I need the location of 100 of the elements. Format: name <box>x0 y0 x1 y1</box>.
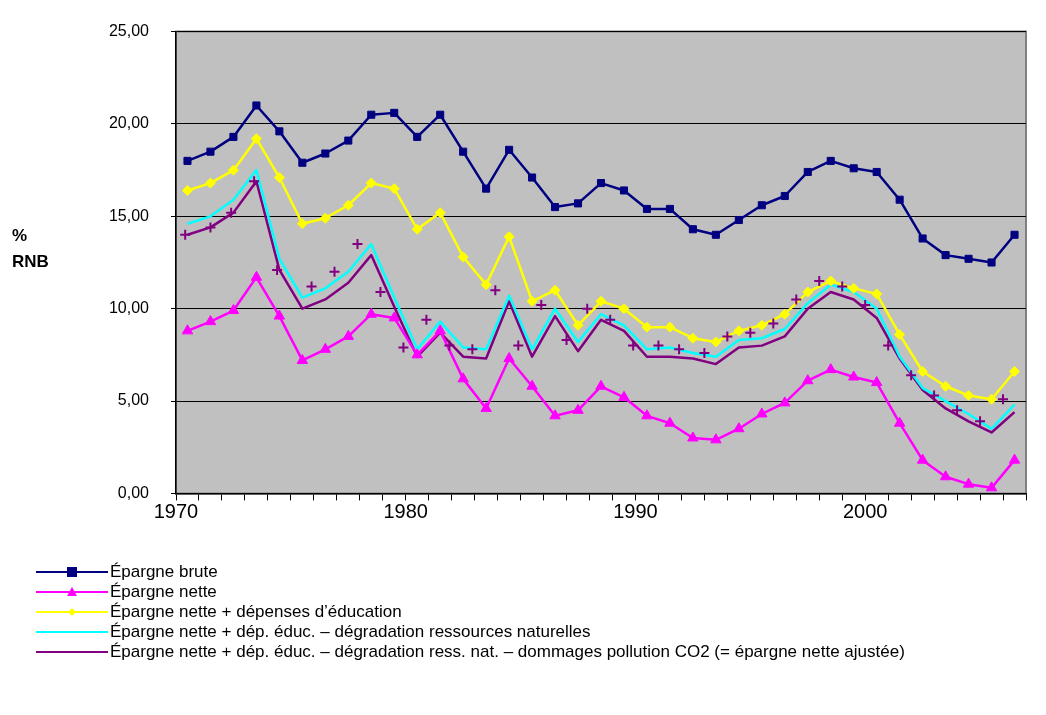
y-tick-label: 25,00 <box>108 22 150 40</box>
point <box>229 132 238 141</box>
point <box>652 339 665 352</box>
point <box>183 156 192 165</box>
point <box>489 284 502 297</box>
point <box>756 319 768 331</box>
point <box>296 353 309 364</box>
point <box>779 396 791 407</box>
point <box>549 409 561 420</box>
point <box>1009 365 1021 377</box>
x-tick-label: 1990 <box>613 499 658 522</box>
point <box>836 280 849 293</box>
point <box>250 270 263 281</box>
point <box>664 321 676 333</box>
legend-label: Épargne brute <box>110 562 219 582</box>
point <box>962 477 975 488</box>
legend-label: Épargne nette + dép. éduc. – dégradation ress. nat. – dommages pollution CO2 (= épargne nette ajustée) <box>110 642 906 662</box>
point <box>825 363 837 374</box>
point <box>436 110 445 119</box>
point <box>227 164 239 176</box>
point <box>893 416 906 427</box>
point <box>365 177 377 189</box>
point <box>526 379 538 390</box>
point <box>849 164 858 173</box>
point <box>528 173 537 182</box>
point <box>803 167 812 177</box>
point <box>459 147 468 156</box>
y-tick-label: 5,00 <box>117 391 150 409</box>
point <box>641 321 653 333</box>
y-tick-label: 20,00 <box>108 114 150 132</box>
point <box>296 218 308 230</box>
point <box>963 390 975 401</box>
point <box>505 145 514 154</box>
point <box>572 319 584 331</box>
point <box>482 184 491 193</box>
point <box>466 343 479 356</box>
y-tick-label: 0,00 <box>117 483 150 501</box>
point <box>882 339 895 352</box>
point <box>665 204 674 213</box>
point <box>319 342 332 353</box>
point <box>388 311 400 322</box>
point <box>987 258 996 267</box>
point <box>627 339 640 352</box>
point <box>870 376 883 387</box>
point <box>411 348 423 359</box>
point <box>413 132 422 141</box>
point <box>687 332 699 344</box>
point <box>711 230 720 239</box>
point <box>434 324 446 335</box>
point <box>618 303 630 315</box>
point <box>443 339 456 352</box>
legend-label: Épargne nette + dép. éduc. – dégradation ressources naturelles <box>110 622 592 642</box>
point <box>940 380 952 392</box>
point <box>905 369 918 382</box>
point <box>802 374 814 385</box>
point <box>757 201 766 210</box>
point <box>503 352 515 363</box>
point <box>595 295 607 307</box>
point <box>664 416 676 427</box>
point <box>512 339 525 352</box>
point <box>941 251 950 260</box>
point <box>273 172 285 184</box>
point <box>985 481 998 492</box>
point <box>939 470 952 481</box>
point <box>397 341 410 354</box>
point <box>734 215 743 225</box>
point <box>342 329 354 340</box>
point <box>733 422 745 433</box>
point <box>248 175 261 188</box>
point <box>986 393 998 405</box>
point <box>619 186 629 195</box>
point <box>321 149 330 158</box>
point <box>641 409 653 420</box>
point <box>204 177 216 189</box>
point <box>595 379 607 390</box>
point <box>526 295 538 307</box>
point <box>204 315 217 326</box>
y-tick-label: 15,00 <box>108 206 150 224</box>
point <box>225 206 238 219</box>
point <box>802 286 814 298</box>
point <box>549 284 561 296</box>
point <box>1008 453 1021 464</box>
point <box>227 304 240 315</box>
point <box>204 221 217 234</box>
point <box>457 372 469 383</box>
legend-label: Épargne nette <box>110 582 218 602</box>
point <box>273 309 286 320</box>
point <box>420 313 433 326</box>
point <box>642 204 651 213</box>
point <box>767 317 780 330</box>
x-tick-label: 2000 <box>842 499 888 522</box>
point <box>480 401 492 412</box>
point <box>252 101 261 110</box>
point <box>710 336 722 348</box>
point <box>964 254 973 263</box>
point <box>181 324 194 335</box>
point <box>618 390 630 401</box>
point <box>480 279 492 291</box>
point <box>298 158 307 167</box>
point <box>688 225 697 234</box>
